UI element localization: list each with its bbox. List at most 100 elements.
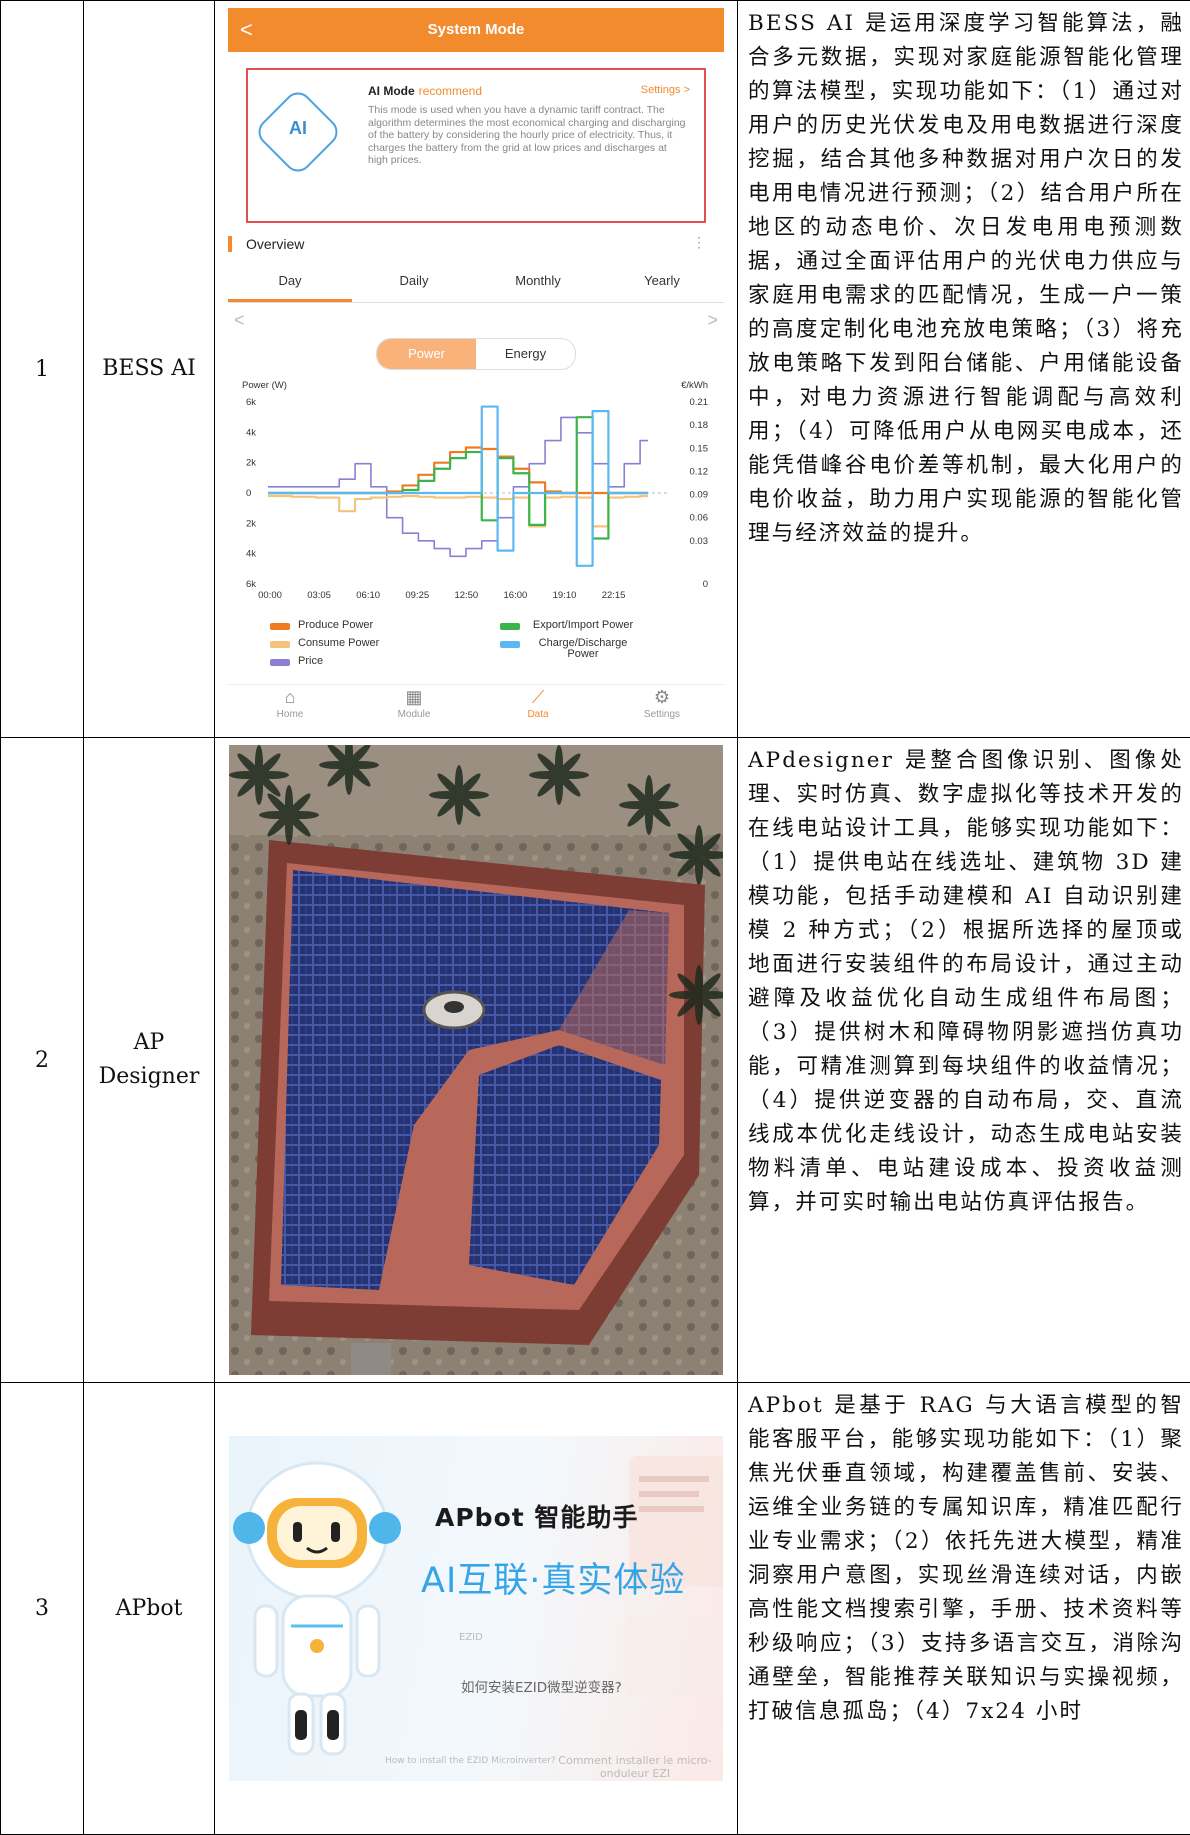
x-tick: 00:00 xyxy=(258,590,282,601)
home-icon: ⌂ xyxy=(228,685,352,709)
legend-item: Charge/Discharge Power xyxy=(500,638,638,660)
row-number: 1 xyxy=(1,1,84,738)
nav-home[interactable]: ⌂Home xyxy=(228,685,352,730)
mode-name: AI Mode xyxy=(368,84,415,98)
description-cell: BESS AI 是运用深度学习智能算法，融合多元数据，实现对家庭能源智能化管理的… xyxy=(738,1,1190,738)
toggle-energy[interactable]: Energy xyxy=(476,339,575,369)
product-name-text: BESS AI xyxy=(102,356,196,381)
product-name-text: APbot xyxy=(116,1596,183,1621)
apbot-question-cn: 如何安装EZID微型逆变器? xyxy=(461,1676,622,1696)
product-image-cell: < System Mode AI AI Mode recommend Settin… xyxy=(215,1,738,738)
prev-icon[interactable]: < xyxy=(234,310,245,331)
y-right-tick: 0.12 xyxy=(690,466,709,477)
nav-data[interactable]: ⟋Data xyxy=(476,685,600,730)
apbot-title: APbot 智能助手 xyxy=(435,1498,638,1534)
x-tick: 22:15 xyxy=(602,590,626,601)
tab-monthly[interactable]: Monthly xyxy=(476,266,600,302)
table-row: 3 APbot xyxy=(1,1383,1190,1835)
back-icon[interactable]: < xyxy=(240,8,253,52)
x-tick: 06:10 xyxy=(356,590,380,601)
overview-title: Overview xyxy=(246,236,304,252)
module-icon: ▦ xyxy=(352,685,476,709)
apbot-question-fr: Comment installer le micro-onduleur EZI xyxy=(547,1754,723,1780)
legend-item: Price xyxy=(270,656,323,667)
toggle-power[interactable]: Power xyxy=(377,339,476,369)
y-right-tick: 0.09 xyxy=(690,490,709,501)
x-tick: 09:25 xyxy=(405,590,429,601)
product-name-text: AP Designer xyxy=(99,1030,200,1089)
ezid-label: EZID xyxy=(459,1632,483,1643)
recommend-badge: recommend xyxy=(419,84,482,98)
mode-description: This mode is used when you have a dynami… xyxy=(368,104,688,167)
more-icon[interactable]: ⋮ xyxy=(692,234,706,251)
product-image-cell xyxy=(215,738,738,1383)
legend-label: Price xyxy=(298,656,323,667)
power-energy-toggle: Power Energy xyxy=(376,338,576,370)
apbot-banner: APbot 智能助手 AI互联·真实体验 EZID 如何安装EZID微型逆变器?… xyxy=(229,1436,723,1781)
legend-swatch xyxy=(270,659,290,666)
y-axis-right-label: €/kWh xyxy=(681,380,708,391)
solar-roof-aerial-image xyxy=(229,745,723,1375)
y-left-tick: 4k xyxy=(246,549,256,560)
chart-icon: ⟋ xyxy=(476,685,600,709)
legend-swatch xyxy=(500,623,520,630)
y-right-tick: 0 xyxy=(703,579,708,590)
table-row: 2 AP Designer xyxy=(1,738,1190,1383)
legend-item: Consume Power xyxy=(270,638,379,649)
series-line xyxy=(268,417,648,538)
y-right-tick: 0.06 xyxy=(690,513,709,524)
tab-day[interactable]: Day xyxy=(228,266,352,302)
mode-title: AI Mode recommend xyxy=(368,84,482,98)
legend-swatch xyxy=(270,641,290,648)
y-left-tick: 0 xyxy=(246,488,251,499)
legend-label: Produce Power xyxy=(298,620,373,631)
description-text: APbot 是基于 RAG 与大语言模型的智能客服平台，能够实现功能如下：（1）… xyxy=(738,1383,1190,1735)
y-left-tick: 4k xyxy=(246,427,256,438)
series-line xyxy=(268,417,648,556)
description-text: BESS AI 是运用深度学习智能算法，融合多元数据，实现对家庭能源智能化管理的… xyxy=(738,1,1190,557)
y-right-tick: 0.18 xyxy=(690,420,709,431)
legend-item: Produce Power xyxy=(270,620,373,631)
ai-mode-card[interactable]: AI AI Mode recommend Settings > This mode… xyxy=(246,68,706,223)
period-tabs: Day Daily Monthly Yearly xyxy=(228,266,724,303)
legend-label: Export/Import Power xyxy=(528,620,638,631)
description-text: APdesigner 是整合图像识别、图像处理、实时仿真、数字虚拟化等技术开发的… xyxy=(738,738,1190,1226)
x-tick: 19:10 xyxy=(553,590,577,601)
legend-label: Consume Power xyxy=(298,638,379,649)
settings-link[interactable]: Settings > xyxy=(641,84,690,96)
ai-chip-icon-label: AI xyxy=(270,118,326,139)
apbot-question-en: How to install the EZID Microinverter? xyxy=(385,1756,556,1766)
tab-daily[interactable]: Daily xyxy=(352,266,476,302)
description-cell: APbot 是基于 RAG 与大语言模型的智能客服平台，能够实现功能如下：（1）… xyxy=(738,1383,1190,1835)
app-header: < System Mode xyxy=(228,8,724,52)
product-name: APbot xyxy=(84,1383,215,1835)
tab-yearly[interactable]: Yearly xyxy=(600,266,724,302)
y-right-tick: 0.03 xyxy=(690,536,709,547)
table-row: 1 BESS AI < System Mode AI AI Mode recomm… xyxy=(1,1,1190,738)
y-axis-left-label: Power (W) xyxy=(242,380,287,391)
nav-module-label: Module xyxy=(398,709,431,720)
gear-icon: ⚙ xyxy=(600,685,724,709)
row-number: 2 xyxy=(1,738,84,1383)
legend-label: Charge/Discharge Power xyxy=(528,638,638,660)
x-tick: 16:00 xyxy=(504,590,528,601)
x-tick: 03:05 xyxy=(307,590,331,601)
y-left-tick: 6k xyxy=(246,579,256,590)
nav-module[interactable]: ▦Module xyxy=(352,685,476,730)
y-left-tick: 2k xyxy=(246,458,256,469)
row-number: 3 xyxy=(1,1383,84,1835)
product-image-cell: APbot 智能助手 AI互联·真实体验 EZID 如何安装EZID微型逆变器?… xyxy=(215,1383,738,1835)
y-left-tick: 6k xyxy=(246,397,256,408)
y-right-tick: 0.15 xyxy=(690,443,709,454)
legend-item: Export/Import Power xyxy=(500,620,638,631)
app-header-title: System Mode xyxy=(428,21,525,38)
x-tick: 12:50 xyxy=(454,590,478,601)
next-icon[interactable]: > xyxy=(707,310,718,331)
y-right-tick: 0.21 xyxy=(690,397,709,408)
overview-marker xyxy=(228,236,232,252)
nav-settings[interactable]: ⚙Settings xyxy=(600,685,724,730)
product-name: BESS AI xyxy=(84,1,215,738)
legend-swatch xyxy=(500,641,520,648)
product-name: AP Designer xyxy=(84,738,215,1383)
